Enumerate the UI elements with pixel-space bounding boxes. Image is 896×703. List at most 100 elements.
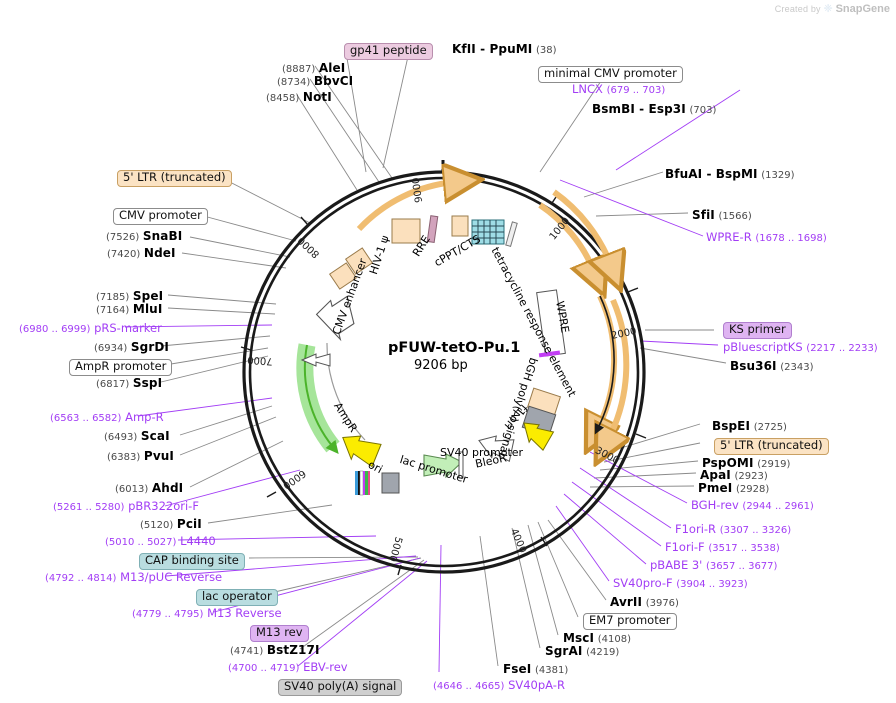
label-pcii[interactable]: (5120) PciI	[140, 518, 202, 531]
mlui-name[interactable]: MluI	[132, 302, 163, 316]
label-m13-reverse[interactable]: (4779 .. 4795) M13 Reverse	[132, 606, 282, 620]
label-pspomi[interactable]: PspOMI (2919)	[702, 457, 790, 470]
cmv-promoter-chip[interactable]: CMV promoter	[113, 208, 208, 225]
label-ndei[interactable]: (7420) NdeI	[107, 247, 176, 260]
bgh-rev-name[interactable]: BGH-rev	[691, 498, 739, 512]
label-bfuai-bspmi[interactable]: BfuAI - BspMI (1329)	[665, 168, 795, 181]
label-minimal-cmv-promoter[interactable]: minimal CMV promoter	[538, 66, 683, 83]
em7-promoter-chip[interactable]: EM7 promoter	[583, 613, 677, 630]
five-ltr-truncated-top-chip[interactable]: 5' LTR (truncated)	[117, 170, 232, 187]
label-em7-promoter[interactable]: EM7 promoter	[583, 613, 677, 630]
scai-name[interactable]: ScaI	[140, 429, 170, 443]
sfii-name[interactable]: SfiI	[692, 208, 715, 222]
label-gp41-peptide[interactable]: gp41 peptide	[344, 43, 433, 60]
m13-rev-chip[interactable]: M13 rev	[250, 625, 309, 642]
avrii-name[interactable]: AvrII	[610, 595, 643, 609]
m13-reverse-name[interactable]: M13 Reverse	[207, 606, 282, 620]
label-mlui[interactable]: (7164) MluI	[96, 303, 162, 316]
label-f1ori-r[interactable]: F1ori-R (3307 .. 3326)	[675, 522, 791, 536]
ndei-name[interactable]: NdeI	[143, 246, 176, 260]
sv40-polya-signal-chip[interactable]: SV40 poly(A) signal	[278, 679, 403, 696]
amp-r-name[interactable]: Amp-R	[125, 410, 164, 424]
sgrdi-name[interactable]: SgrDI	[130, 340, 169, 354]
sspi-name[interactable]: SspI	[132, 376, 163, 390]
label-spei[interactable]: (7185) SpeI	[96, 290, 163, 303]
label-noti[interactable]: (8458) NotI	[266, 91, 332, 104]
apai-name[interactable]: ApaI	[700, 468, 731, 482]
ampr-promoter-chip[interactable]: AmpR promoter	[69, 359, 173, 376]
alei-name[interactable]: AleI	[318, 61, 346, 75]
noti-name[interactable]: NotI	[302, 90, 332, 104]
ahdi-name[interactable]: AhdI	[151, 481, 184, 495]
five-ltr-truncated-bottom-chip[interactable]: 5' LTR (truncated)	[714, 438, 829, 455]
pmei-name[interactable]: PmeI	[698, 481, 733, 495]
label-pmei[interactable]: PmeI (2928)	[698, 482, 769, 495]
label-ks-primer[interactable]: KS primer	[723, 322, 792, 339]
gp41-peptide-chip[interactable]: gp41 peptide	[344, 43, 433, 60]
label-l4440[interactable]: (5010 .. 5027) L4440	[105, 534, 216, 548]
label-ebv-rev[interactable]: (4700 .. 4719) EBV-rev	[228, 660, 348, 674]
label-sgrdi[interactable]: (6934) SgrDI	[94, 341, 169, 354]
label-pbr322ori-f[interactable]: (5261 .. 5280) pBR322ori-F	[53, 499, 199, 513]
bfuai-bspmi-name[interactable]: BfuAI - BspMI	[665, 167, 758, 181]
spei-name[interactable]: SpeI	[132, 289, 164, 303]
wpre-r-name[interactable]: WPRE-R	[706, 230, 752, 244]
msci-name[interactable]: MscI	[563, 631, 595, 645]
label-wpre-r[interactable]: WPRE-R (1678 .. 1698)	[706, 230, 827, 244]
snabi-name[interactable]: SnaBI	[142, 229, 183, 243]
label-fsei[interactable]: FseI (4381)	[503, 663, 568, 676]
label-cap-binding-site[interactable]: CAP binding site	[139, 553, 245, 570]
sv40pa-r-name[interactable]: SV40pA-R	[508, 678, 565, 692]
lncx-name[interactable]: LNCX	[572, 82, 603, 96]
label-ampr-promoter[interactable]: AmpR promoter	[69, 359, 173, 376]
label-alei[interactable]: (8887) AleI	[282, 62, 345, 75]
label-sv40pa-r[interactable]: (4646 .. 4665) SV40pA-R	[433, 678, 565, 692]
label-bstz17i[interactable]: (4741) BstZ17I	[230, 644, 320, 657]
label-m13-puc-reverse[interactable]: (4792 .. 4814) M13/pUC Reverse	[45, 570, 223, 584]
cap-binding-site-chip[interactable]: CAP binding site	[139, 553, 245, 570]
label-sv40-polya-signal[interactable]: SV40 poly(A) signal	[278, 679, 403, 696]
label-scai[interactable]: (6493) ScaI	[104, 430, 170, 443]
sgrai-name[interactable]: SgrAI	[545, 644, 583, 658]
lac-operator-chip[interactable]: lac operator	[196, 589, 278, 606]
label-amp-r[interactable]: (6563 .. 6582) Amp-R	[50, 410, 164, 424]
label-sv40pro-f[interactable]: SV40pro-F (3904 .. 3923)	[613, 576, 748, 590]
label-prs-marker[interactable]: (6980 .. 6999) pRS-marker	[19, 321, 162, 335]
pcii-name[interactable]: PciI	[176, 517, 202, 531]
label-lncx[interactable]: LNCX (679 .. 703)	[572, 82, 665, 96]
pbr322ori-f-name[interactable]: pBR322ori-F	[128, 499, 199, 513]
bbvci-name[interactable]: BbvCI	[313, 74, 354, 88]
bsmbi-esp3i-name[interactable]: BsmBI - Esp3I	[592, 102, 686, 116]
label-kfli-ppumi[interactable]: KfII - PpuMI (38)	[452, 43, 557, 56]
label-lac-operator[interactable]: lac operator	[196, 589, 278, 606]
label-five-ltr-truncated-top[interactable]: 5' LTR (truncated)	[117, 170, 232, 187]
label-msci[interactable]: MscI (4108)	[563, 632, 631, 645]
prs-marker-name[interactable]: pRS-marker	[94, 321, 162, 335]
label-bsmbi-esp3i[interactable]: BsmBI - Esp3I (703)	[592, 103, 716, 116]
pvui-name[interactable]: PvuI	[143, 449, 174, 463]
pspomi-name[interactable]: PspOMI	[702, 456, 754, 470]
f1ori-r-name[interactable]: F1ori-R	[675, 522, 717, 536]
bstz17i-name[interactable]: BstZ17I	[266, 643, 320, 657]
sv40pro-f-name[interactable]: SV40pro-F	[613, 576, 673, 590]
ks-primer-chip[interactable]: KS primer	[723, 322, 792, 339]
label-pvui[interactable]: (6383) PvuI	[107, 450, 174, 463]
label-bspei[interactable]: BspEI (2725)	[712, 420, 787, 433]
label-snabi[interactable]: (7526) SnaBI	[106, 230, 182, 243]
pbluescriptks-name[interactable]: pBluescriptKS	[723, 340, 803, 354]
ebv-rev-name[interactable]: EBV-rev	[303, 660, 348, 674]
kfli-ppumi-name[interactable]: KfII - PpuMI	[452, 42, 533, 56]
m13-puc-reverse-name[interactable]: M13/pUC Reverse	[120, 570, 223, 584]
label-f1ori-f[interactable]: F1ori-F (3517 .. 3538)	[665, 541, 780, 554]
l4440-name[interactable]: L4440	[180, 534, 216, 548]
label-sfii[interactable]: SfiI (1566)	[692, 209, 752, 222]
label-cmv-promoter[interactable]: CMV promoter	[113, 208, 208, 225]
fsei-name[interactable]: FseI	[503, 662, 532, 676]
label-sgrai[interactable]: SgrAI (4219)	[545, 645, 619, 658]
label-five-ltr-truncated-bottom[interactable]: 5' LTR (truncated)	[714, 438, 829, 455]
minimal-cmv-promoter-chip[interactable]: minimal CMV promoter	[538, 66, 683, 83]
label-m13-rev[interactable]: M13 rev	[250, 625, 309, 642]
label-pbluescriptks[interactable]: pBluescriptKS (2217 .. 2233)	[723, 340, 878, 354]
bspei-name[interactable]: BspEI	[712, 419, 751, 433]
label-sspi[interactable]: (6817) SspI	[96, 377, 162, 390]
